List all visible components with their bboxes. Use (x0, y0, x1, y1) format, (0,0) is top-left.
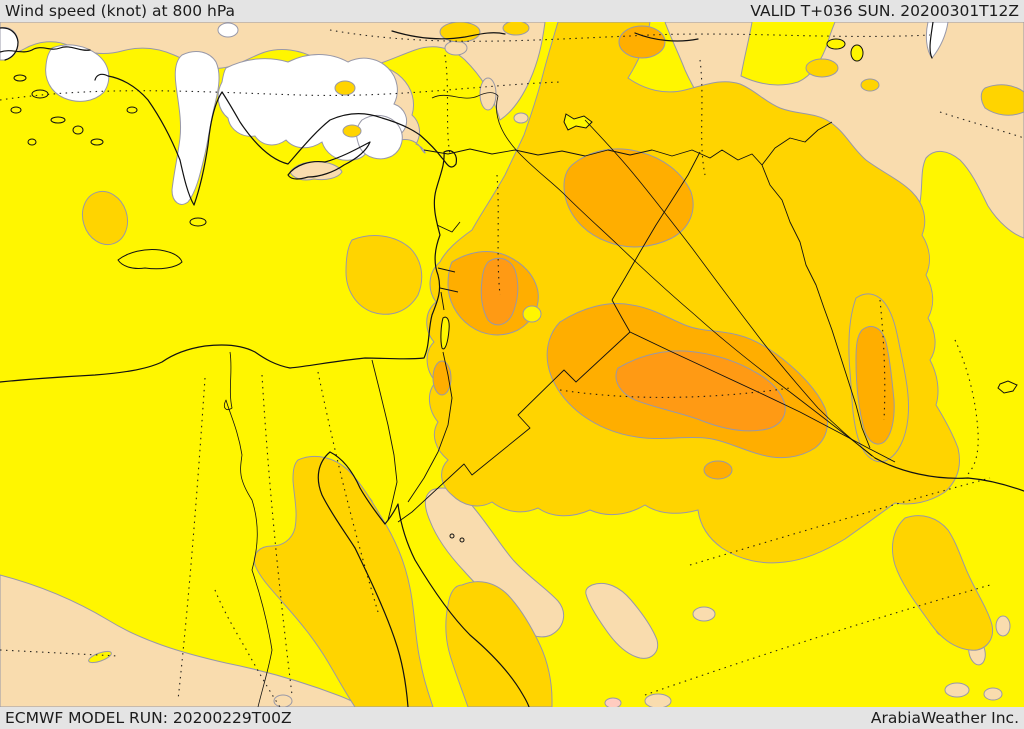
islands (10, 74, 465, 543)
title-bar: Wind speed (knot) at 800 hPa VALID T+036… (0, 0, 1024, 22)
wind-speed-contour-map (0, 22, 1024, 707)
borders-dotted (0, 29, 1024, 707)
map-title: Wind speed (knot) at 800 hPa (5, 2, 236, 20)
map-canvas (0, 22, 1024, 707)
coastlines (0, 22, 1024, 707)
status-bar: ECMWF MODEL RUN: 20200229T00Z ArabiaWeat… (0, 707, 1024, 729)
branding-label: ArabiaWeather Inc. (870, 709, 1019, 727)
wind-band-pink-spot (604, 697, 622, 707)
wind-band-deep-orange (480, 257, 786, 432)
wind-band-yellow-holes (88, 305, 542, 664)
valid-time-label: VALID T+036 SUN. 20200301T12Z (750, 2, 1019, 20)
borders-solid (371, 121, 896, 523)
model-run-label: ECMWF MODEL RUN: 20200229T00Z (5, 709, 292, 727)
lakes (440, 38, 1018, 394)
rivers (224, 92, 876, 707)
